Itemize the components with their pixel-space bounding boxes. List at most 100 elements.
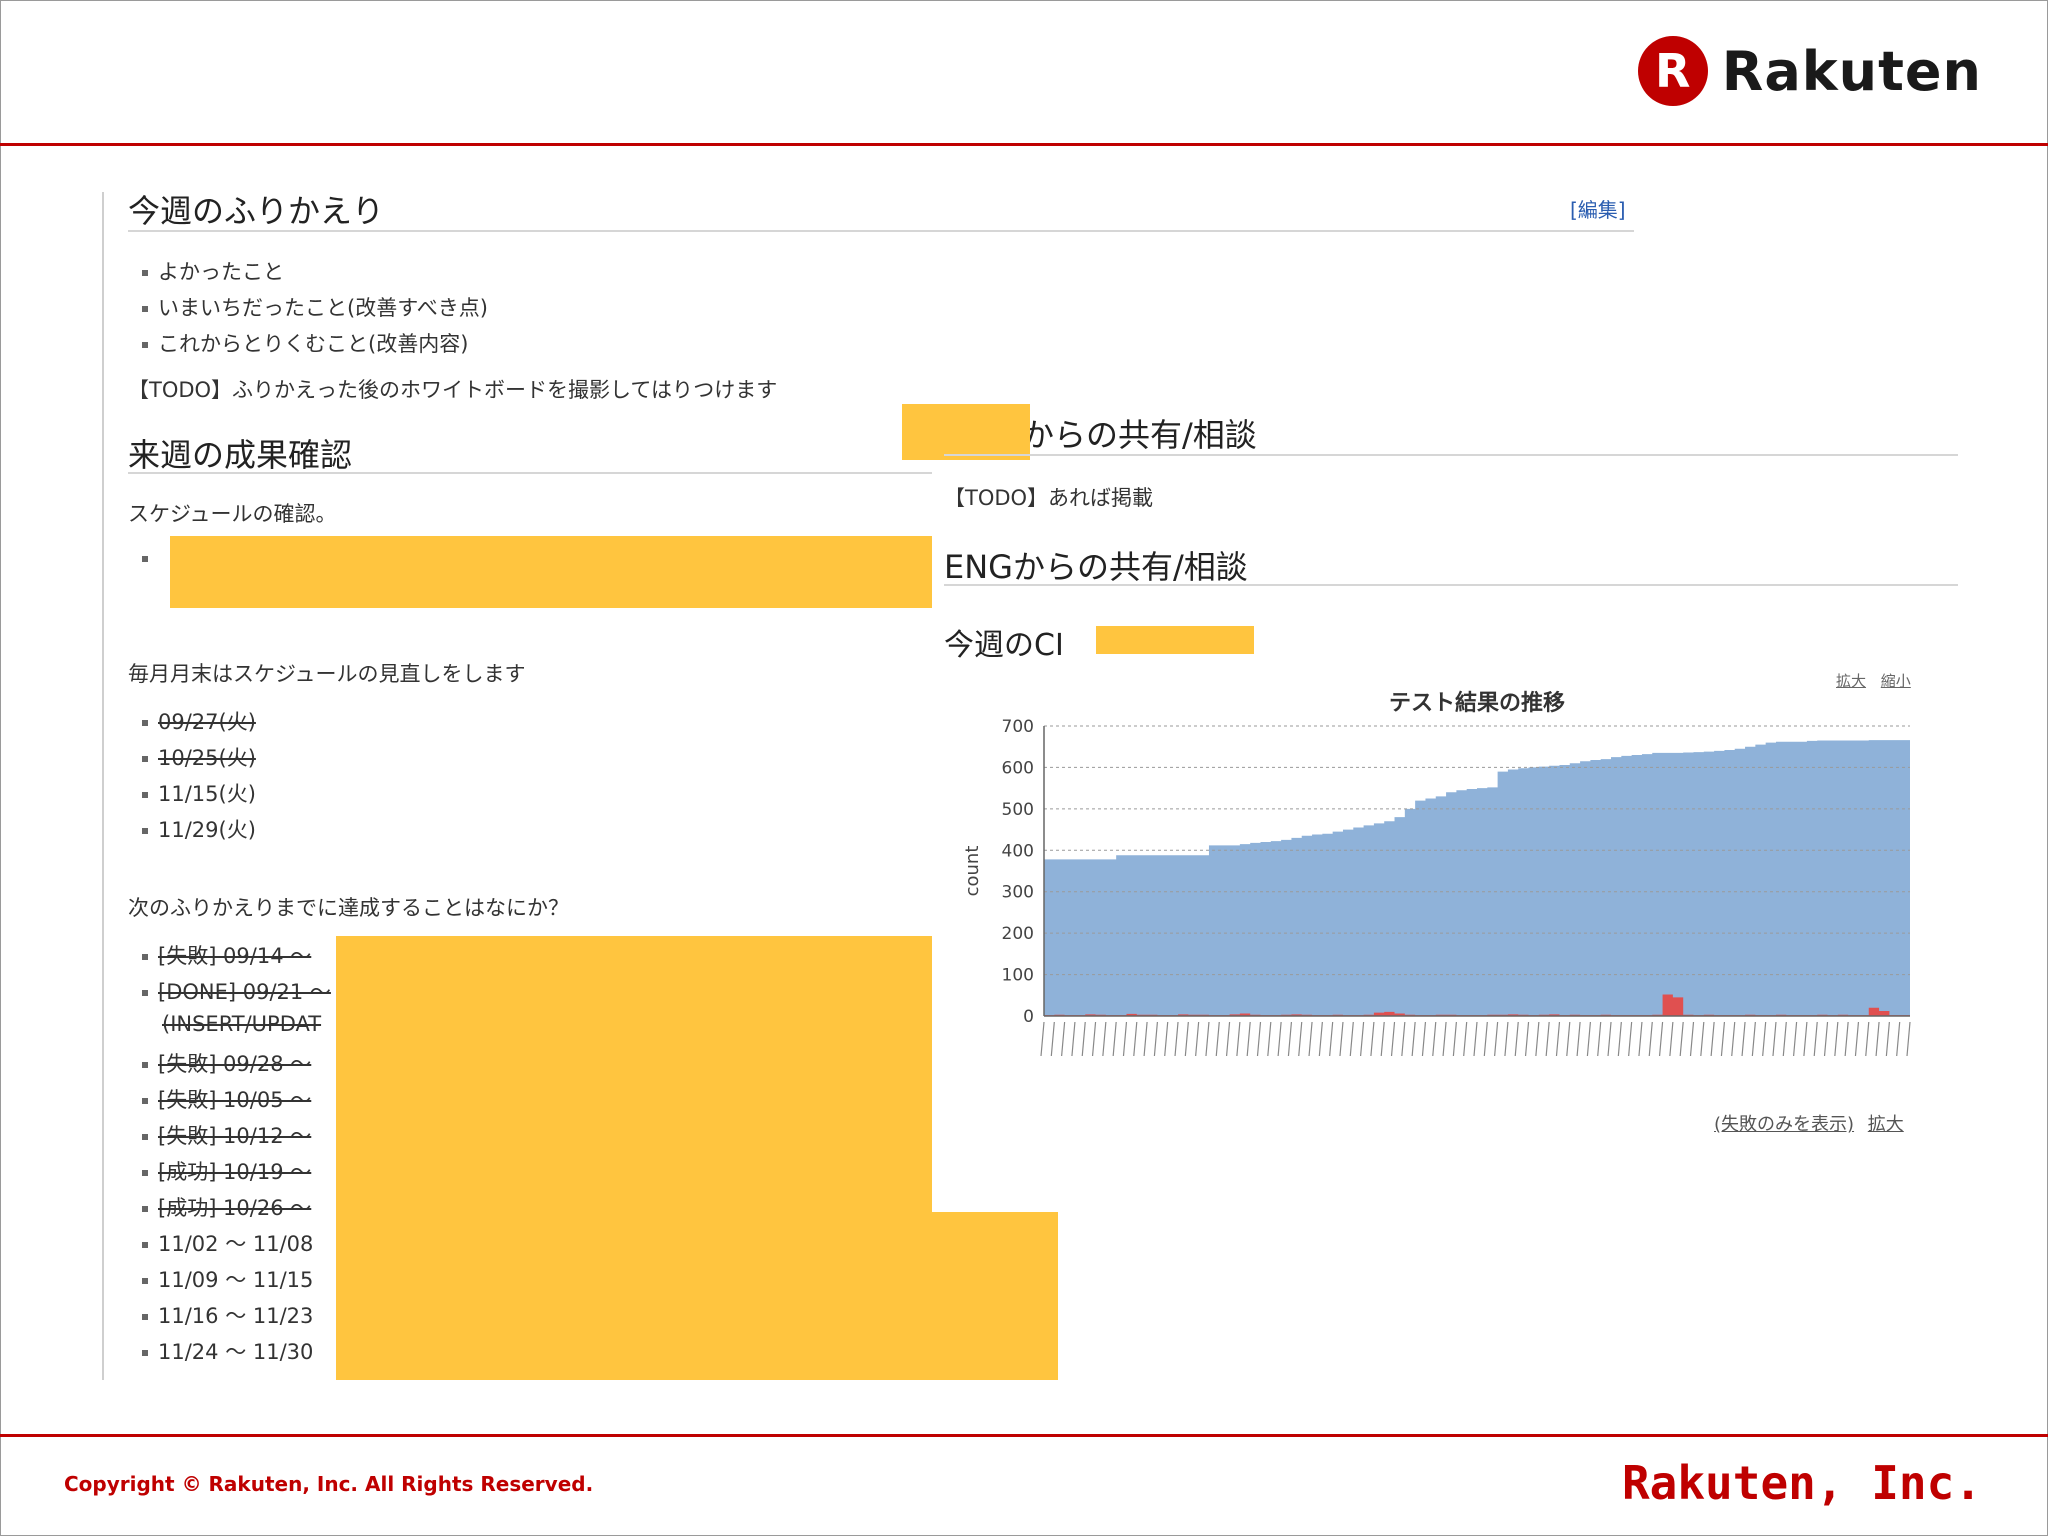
chart-bottom-links: (失敗のみを表示) 拡大 <box>1706 1110 1904 1136</box>
goal-item: [成功] 10/19 ～ <box>142 1156 311 1186</box>
x-tick-mark <box>1535 1021 1540 1057</box>
x-tick-mark <box>1308 1021 1313 1057</box>
share-todo: 【TODO】あれば掲載 <box>944 486 1154 510</box>
x-tick-mark <box>1215 1021 1220 1057</box>
y-tick-label: 600 <box>1002 758 1034 778</box>
x-tick-mark <box>1225 1021 1231 1057</box>
x-tick-mark <box>1122 1021 1128 1057</box>
redaction-box <box>170 536 932 608</box>
redaction-box <box>902 404 1030 460</box>
edit-link[interactable]: [編集] <box>1570 198 1626 222</box>
list-item <box>142 546 158 570</box>
zoom-in-link[interactable]: 拡大 <box>1836 672 1867 690</box>
x-tick-mark <box>1184 1021 1189 1057</box>
y-tick-label: 0 <box>1023 1007 1034 1027</box>
x-tick-mark <box>1050 1021 1055 1057</box>
x-tick-mark <box>1133 1021 1138 1057</box>
x-tick-mark <box>1432 1021 1437 1057</box>
date-item: 10/25(火) <box>142 742 256 772</box>
chart-title: テスト結果の推移 <box>1389 690 1565 716</box>
x-tick-mark <box>1091 1021 1097 1057</box>
x-tick-mark <box>1329 1021 1334 1057</box>
x-tick-mark <box>1875 1021 1880 1057</box>
enlarge-link[interactable]: 拡大 <box>1867 1114 1904 1135</box>
goal-item-cont: (INSERT/UPDAT <box>162 1012 322 1036</box>
x-tick-mark <box>1174 1021 1179 1057</box>
x-tick-mark <box>1689 1021 1695 1057</box>
x-tick-mark <box>1102 1021 1107 1057</box>
test-results-chart: テスト結果の推移 count 0 100 200 300 400 500 600 700 <box>962 690 1911 1057</box>
x-tick-mark <box>1256 1021 1262 1057</box>
x-tick-mark <box>1823 1021 1829 1057</box>
goal-item: [失敗] 09/28 ～ <box>142 1048 311 1078</box>
x-tick-mark <box>1834 1021 1839 1057</box>
x-tick-mark <box>1061 1021 1066 1057</box>
x-tick-mark <box>1896 1021 1901 1057</box>
redaction-box <box>336 1212 1058 1380</box>
content-border <box>102 192 104 1380</box>
x-tick-mark <box>1442 1021 1447 1057</box>
x-tick-mark <box>1751 1021 1756 1057</box>
goal-item: 11/16 ～ 11/23 <box>142 1300 313 1330</box>
copyright-text: Copyright © Rakuten, Inc. All Rights Res… <box>64 1472 594 1496</box>
share-divider-1 <box>944 454 1958 456</box>
goal-item: [成功] 10/26 ～ <box>142 1192 311 1222</box>
x-tick-mark <box>1359 1021 1365 1057</box>
y-tick-label: 200 <box>1002 924 1034 944</box>
schedule-text: スケジュールの確認。 <box>128 502 337 526</box>
x-tick-mark <box>1679 1021 1684 1057</box>
x-tick-mark <box>1504 1021 1509 1057</box>
retro-title: 今週のふりかえり <box>128 192 385 230</box>
x-tick-mark <box>1411 1021 1416 1057</box>
y-tick-label: 700 <box>1002 717 1034 737</box>
x-tick-mark <box>1710 1021 1715 1057</box>
zoom-out-link[interactable]: 縮小 <box>1880 672 1911 690</box>
x-tick-mark <box>1731 1021 1736 1057</box>
x-tick-mark <box>1421 1021 1427 1057</box>
company-name: Rakuten, Inc. <box>1621 1456 1982 1510</box>
retro-divider <box>128 230 1634 232</box>
goal-item: 11/02 ～ 11/08 <box>142 1228 313 1258</box>
x-tick-mark <box>1700 1021 1705 1057</box>
x-tick-mark <box>1854 1021 1860 1057</box>
y-tick-label: 300 <box>1002 883 1034 903</box>
y-tick-label: 100 <box>1002 966 1034 986</box>
rakuten-logo: R Rakuten <box>1637 36 1982 106</box>
x-tick-mark <box>1844 1021 1849 1057</box>
x-tick-mark <box>1597 1021 1602 1057</box>
next-week-divider <box>128 472 932 474</box>
x-tick-mark <box>1658 1021 1664 1057</box>
x-tick-mark <box>1782 1021 1787 1057</box>
x-tick-mark <box>1607 1021 1612 1057</box>
goal-item: 11/09 ～ 11/15 <box>142 1264 313 1294</box>
logo-mark-icon: R <box>1637 36 1708 106</box>
y-axis-label: count <box>962 846 983 897</box>
x-tick-mark <box>1246 1021 1251 1057</box>
x-tick-mark <box>1236 1021 1241 1057</box>
x-tick-mark <box>1267 1021 1272 1057</box>
x-tick-mark <box>1277 1021 1282 1057</box>
x-tick-mark <box>1071 1021 1076 1057</box>
ci-title: 今週のCI <box>944 628 1064 663</box>
x-tick-mark <box>1205 1021 1210 1057</box>
date-item: 11/15(火) <box>142 778 256 808</box>
x-tick-mark <box>1813 1021 1818 1057</box>
x-tick-mark <box>1865 1021 1870 1057</box>
x-tick-mark <box>1762 1021 1767 1057</box>
x-tick-mark <box>1576 1021 1581 1057</box>
next-week-title: 来週の成果確認 <box>128 436 353 474</box>
x-tick-mark <box>1463 1021 1468 1057</box>
header-rule <box>0 143 2048 146</box>
x-tick-mark <box>1287 1021 1293 1057</box>
x-tick-mark <box>1669 1021 1674 1057</box>
x-tick-mark <box>1494 1021 1499 1057</box>
x-tick-mark <box>1040 1021 1045 1057</box>
x-tick-mark <box>1524 1021 1530 1057</box>
x-tick-mark <box>1617 1021 1622 1057</box>
retro-todo: 【TODO】ふりかえった後のホワイトボードを撮影してはりつけます <box>128 378 778 402</box>
x-tick-mark <box>1803 1021 1808 1057</box>
list-item: よかったこと <box>142 256 284 286</box>
failures-only-link[interactable]: (失敗のみを表示) <box>1714 1114 1855 1135</box>
goal-item: [失敗] 10/12 ～ <box>142 1120 311 1150</box>
list-item: これからとりくむこと(改善内容) <box>142 328 468 358</box>
